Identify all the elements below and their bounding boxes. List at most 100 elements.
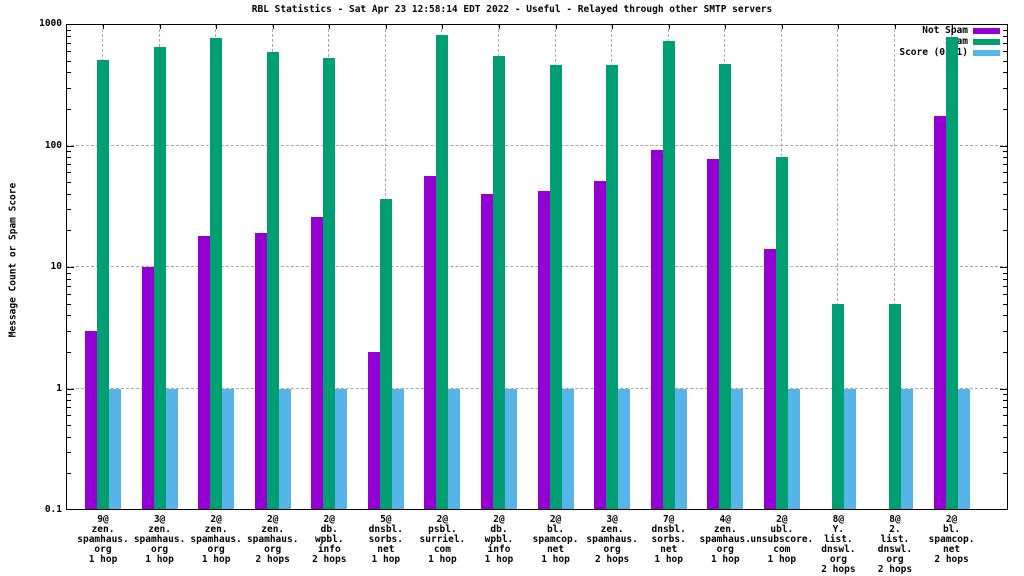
x-tickmark bbox=[329, 25, 331, 29]
x-tickmark bbox=[159, 25, 161, 29]
y-tickmark-minor bbox=[67, 87, 71, 89]
y-tickmark-minor bbox=[67, 425, 71, 427]
bar-score-0-1 bbox=[844, 388, 857, 509]
plot-area bbox=[66, 24, 1008, 510]
y-tickmark-minor bbox=[67, 293, 71, 295]
x-tick-label: 2@ zen. spamhaus. org 1 hop bbox=[190, 514, 242, 565]
bar-not-spam bbox=[707, 159, 720, 509]
bar-spam bbox=[945, 37, 958, 509]
y-tickmark-minor bbox=[1003, 151, 1007, 153]
x-tick-label: 8@ Y. list. dnswl. org 2 hops bbox=[821, 514, 856, 575]
y-tickmark-minor bbox=[1003, 29, 1007, 31]
bar-spam bbox=[719, 63, 732, 509]
y-tickmark-minor bbox=[1003, 293, 1007, 295]
x-tick-label: 7@ dnsbl. sorbs. net 1 hop bbox=[651, 514, 686, 565]
y-tickmark-minor bbox=[67, 209, 71, 211]
x-tick-label: 3@ zen. spamhaus. org 1 hop bbox=[133, 514, 186, 565]
bar-score-0-1 bbox=[618, 388, 631, 509]
y-tickmark-minor bbox=[67, 29, 71, 31]
x-tick-label: 9@ zen. spamhaus. org 1 hop bbox=[77, 514, 129, 565]
y-tickmark-major bbox=[1000, 145, 1007, 147]
bar-not-spam bbox=[198, 235, 211, 509]
y-tickmark-minor bbox=[1003, 42, 1007, 44]
y-tickmark-minor bbox=[67, 272, 71, 274]
bar-not-spam bbox=[480, 193, 493, 509]
y-tickmark-major bbox=[1000, 388, 1007, 390]
y-tickmark-minor bbox=[67, 50, 71, 52]
bar-score-0-1 bbox=[957, 388, 970, 509]
y-tickmark-minor bbox=[67, 351, 71, 353]
y-tick-label: 10 bbox=[50, 261, 62, 272]
x-tickmark bbox=[951, 25, 953, 29]
y-tickmark-minor bbox=[67, 452, 71, 454]
bar-spam bbox=[549, 64, 562, 509]
x-tick-label: 2@ zen. spamhaus. org 2 hops bbox=[246, 514, 299, 565]
y-tickmark-minor bbox=[67, 151, 71, 153]
y-tickmark-minor bbox=[67, 72, 71, 74]
x-tickmark bbox=[103, 25, 104, 29]
y-tickmark-minor bbox=[1003, 209, 1007, 211]
h-gridline bbox=[66, 144, 1008, 146]
bar-spam bbox=[492, 55, 505, 509]
y-tick-label: 0.1 bbox=[44, 504, 62, 515]
y-tickmark-minor bbox=[1003, 35, 1007, 37]
h-gridline bbox=[66, 266, 1008, 267]
h-gridline bbox=[66, 387, 1008, 389]
y-axis-title: Message Count or Spam Score bbox=[7, 182, 19, 338]
x-tick-label: 8@ 2. list. dnswl. org 2 hops bbox=[877, 514, 913, 575]
legend-swatch bbox=[973, 50, 1000, 56]
x-tick-label: 2@ bl. spamcop. net 1 hop bbox=[532, 514, 579, 565]
x-tickmark bbox=[216, 25, 218, 29]
y-tickmark-minor bbox=[1003, 182, 1007, 184]
bar-not-spam bbox=[141, 267, 154, 509]
y-tickmark-minor bbox=[1003, 407, 1007, 409]
y-tickmark-minor bbox=[67, 157, 71, 159]
y-tickmark-minor bbox=[67, 400, 71, 402]
bar-score-0-1 bbox=[335, 388, 348, 509]
bar-not-spam bbox=[424, 176, 437, 509]
bar-score-0-1 bbox=[561, 388, 574, 509]
y-tickmark-minor bbox=[1003, 436, 1007, 438]
bar-not-spam bbox=[311, 216, 324, 509]
y-tickmark-minor bbox=[1003, 330, 1007, 332]
y-tickmark-minor bbox=[1003, 87, 1007, 89]
bar-spam bbox=[97, 59, 109, 509]
bar-not-spam bbox=[254, 233, 267, 509]
v-gridline bbox=[837, 24, 839, 510]
legend-label: Not Spam bbox=[922, 25, 968, 36]
x-tickmark bbox=[838, 25, 840, 29]
x-tickmark bbox=[894, 25, 896, 29]
y-tickmark-minor bbox=[1003, 315, 1007, 317]
y-tickmark-minor bbox=[1003, 285, 1007, 287]
bar-spam bbox=[606, 64, 619, 509]
bar-spam bbox=[153, 46, 166, 509]
y-tickmark-minor bbox=[1003, 272, 1007, 274]
bar-spam bbox=[775, 157, 788, 509]
y-tickmark-minor bbox=[1003, 400, 1007, 402]
bar-spam bbox=[210, 37, 223, 509]
x-tick-label: 2@ db. wpbl. info 2 hops bbox=[312, 514, 347, 565]
x-tickmark bbox=[555, 25, 557, 29]
bar-spam bbox=[662, 41, 675, 509]
bar-not-spam bbox=[650, 149, 663, 509]
x-tick-label: 2@ bl. spamcop. net 2 hops bbox=[928, 514, 975, 565]
y-tickmark-minor bbox=[67, 172, 71, 174]
bar-score-0-1 bbox=[674, 388, 687, 509]
y-tickmark-minor bbox=[67, 330, 71, 332]
y-tickmark-minor bbox=[67, 315, 71, 317]
y-tickmark-minor bbox=[67, 407, 71, 409]
bar-score-0-1 bbox=[278, 388, 291, 509]
y-tickmark-minor bbox=[67, 303, 71, 305]
bar-score-0-1 bbox=[222, 388, 235, 509]
y-tickmark-minor bbox=[1003, 193, 1007, 195]
y-tickmark-minor bbox=[1003, 394, 1007, 396]
bar-score-0-1 bbox=[165, 388, 178, 509]
y-tick-label: 1000 bbox=[39, 18, 62, 29]
y-tickmark-minor bbox=[67, 164, 71, 166]
bar-score-0-1 bbox=[109, 388, 121, 509]
bar-score-0-1 bbox=[448, 388, 461, 509]
legend-label: Spam bbox=[700, 36, 968, 47]
bar-score-0-1 bbox=[391, 388, 404, 509]
x-tickmark bbox=[781, 25, 783, 29]
